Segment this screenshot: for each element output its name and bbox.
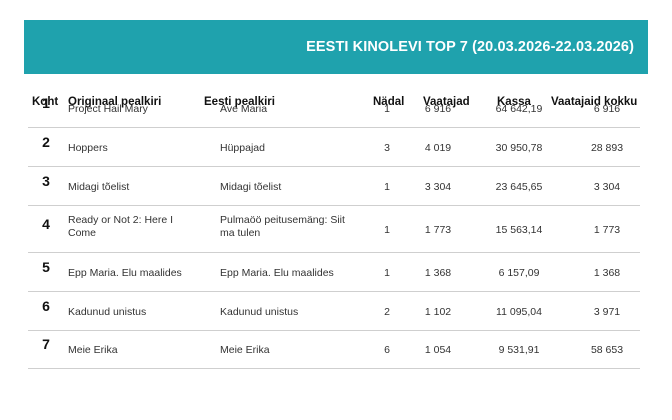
table-row: 5 Epp Maria. Elu maalides Epp Maria. Elu m… <box>24 254 648 292</box>
box-office-cell: 11 095,04 <box>496 306 542 318</box>
row-divider <box>28 127 640 128</box>
original-title-cell: Epp Maria. Elu maalides <box>68 267 182 279</box>
original-title-cell: Kadunud unistus <box>68 306 147 318</box>
total-viewers-cell: 3 304 <box>593 181 621 193</box>
estonian-title-cell: Kadunud unistus <box>220 306 299 318</box>
week-cell: 1 <box>384 181 390 193</box>
total-viewers-cell: 1 368 <box>593 267 621 279</box>
estonian-title-cell: Epp Maria. Elu maalides <box>220 267 334 279</box>
rank-cell: 4 <box>42 216 50 232</box>
original-title-cell: Ready or Not 2: Here I Come <box>68 214 174 239</box>
original-title-cell: Hoppers <box>68 142 108 154</box>
week-cell: 1 <box>384 224 390 236</box>
total-viewers-cell: 28 893 <box>590 142 624 154</box>
week-cell: 1 <box>384 103 390 115</box>
row-divider <box>28 330 640 331</box>
original-title-cell: Midagi tõelist <box>68 181 130 193</box>
box-office-cell: 30 950,78 <box>495 142 543 154</box>
row-divider <box>28 368 640 369</box>
rank-cell: 3 <box>42 173 50 189</box>
viewers-cell: 1 102 <box>424 306 452 318</box>
estonian-title-cell: Hüppajad <box>220 142 265 154</box>
viewers-cell: 6 916 <box>424 103 452 115</box>
table-row: 1 Project Hail Mary Ave Maria 1 6 916 64 642,… <box>24 90 648 128</box>
estonian-title-cell: Midagi tõelist <box>220 181 282 193</box>
rank-cell: 7 <box>42 336 50 352</box>
table-row: 4 Ready or Not 2: Here I Come Pulmaöö peit… <box>24 207 648 253</box>
row-divider <box>28 205 640 206</box>
total-viewers-cell: 58 653 <box>590 344 624 356</box>
viewers-cell: 3 304 <box>424 181 452 193</box>
table-row: 6 Kadunud unistus Kadunud unistus 2 1 102 11 … <box>24 293 648 331</box>
week-cell: 2 <box>384 306 390 318</box>
title-banner: EESTI KINOLEVI TOP 7 (20.03.2026-22.03.2… <box>24 20 648 74</box>
table-row: 3 Midagi tõelist Midagi tõelist 1 3 304 23 64… <box>24 168 648 206</box>
estonian-title-cell: Pulmaöö peitusemäng: Siit ma tulen <box>220 214 345 239</box>
column-header-original-title: Originaal pealkiri <box>68 96 162 108</box>
box-office-cell: 6 157,09 <box>498 267 540 279</box>
column-header-total-viewers: Vaatajaid kokku <box>551 96 638 108</box>
column-header-estonian-title: Eesti pealkiri <box>204 96 275 108</box>
total-viewers-cell: 3 971 <box>593 306 621 318</box>
rank-cell: 5 <box>42 259 50 275</box>
table-row: 2 Hoppers Hüppajad 3 4 019 30 950,78 28 893 <box>24 129 648 167</box>
page-title: EESTI KINOLEVI TOP 7 (20.03.2026-22.03.2… <box>306 39 634 55</box>
original-title-cell: Project Hail Mary <box>68 103 148 115</box>
table-header: Koht Originaal pealkiri Eesti pealkiri N… <box>24 88 648 118</box>
table-row: 7 Meie Erika Meie Erika 6 1 054 9 531,91 58 65… <box>24 331 648 369</box>
viewers-cell: 1 368 <box>424 267 452 279</box>
rank-cell: 6 <box>42 298 50 314</box>
viewers-cell: 1 773 <box>424 224 452 236</box>
total-viewers-cell: 1 773 <box>593 224 621 236</box>
row-divider <box>28 166 640 167</box>
estonian-title-cell: Ave Maria <box>220 103 268 115</box>
box-office-cell: 64 642,19 <box>495 103 543 115</box>
week-cell: 1 <box>384 267 390 279</box>
column-header-viewers: Vaatajad <box>423 96 470 108</box>
viewers-cell: 4 019 <box>424 142 452 154</box>
row-divider <box>28 291 640 292</box>
rank-cell: 2 <box>42 134 50 150</box>
rank-cell: 1 <box>42 95 50 111</box>
row-divider <box>28 252 640 253</box>
column-header-box-office: Kassa <box>497 96 531 108</box>
estonian-title-cell: Meie Erika <box>220 344 270 356</box>
box-office-cell: 23 645,65 <box>495 181 543 193</box>
week-cell: 3 <box>384 142 390 154</box>
box-office-cell: 9 531,91 <box>498 344 540 356</box>
box-office-table: Koht Originaal pealkiri Eesti pealkiri N… <box>24 88 648 369</box>
column-header-week: Nädal <box>373 96 405 108</box>
viewers-cell: 1 054 <box>424 344 452 356</box>
week-cell: 6 <box>384 344 390 356</box>
total-viewers-cell: 6 916 <box>593 103 621 115</box>
box-office-cell: 15 563,14 <box>495 224 543 236</box>
column-header-rank: Koht <box>32 96 59 108</box>
original-title-cell: Meie Erika <box>68 344 118 356</box>
